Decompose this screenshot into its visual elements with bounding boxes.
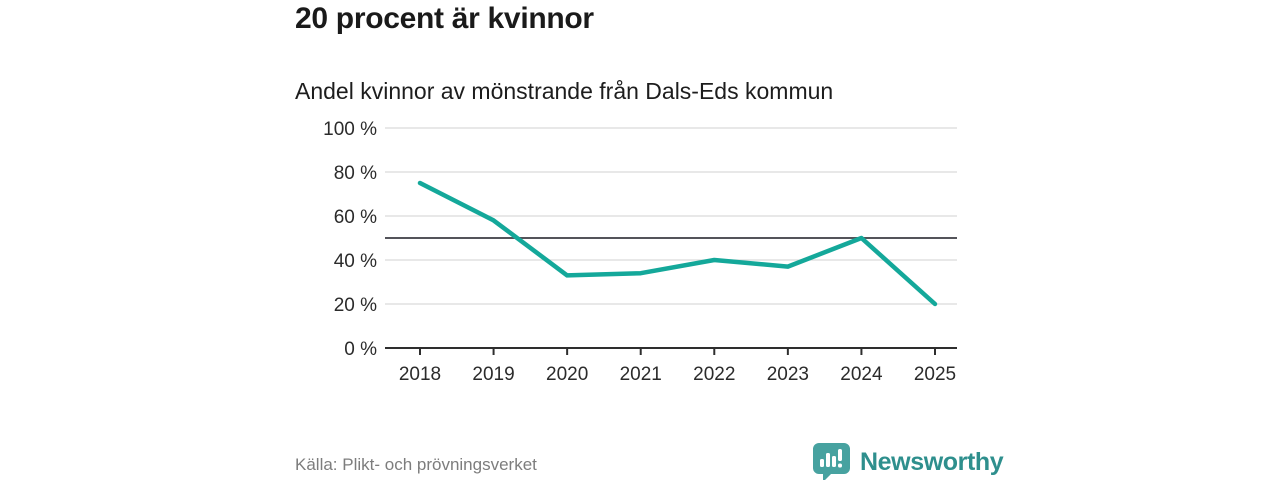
x-tick-label: 2018: [399, 364, 441, 385]
chart-headline: 20 procent är kvinnor: [295, 2, 594, 35]
x-tick-label: 2023: [767, 364, 809, 385]
x-tick-label: 2019: [472, 364, 514, 385]
newsworthy-logo-icon: [813, 443, 850, 480]
line-chart: 0 % 20 % 40 % 60 % 80 % 100 % 2018 2019 2020 2021…: [323, 119, 957, 385]
brand-logo: Newsworthy: [812, 442, 1004, 480]
chart-subtitle: Andel kvinnor av mönstrande från Dals-Ed…: [295, 78, 834, 104]
logo-bar-tall: [826, 453, 830, 467]
x-tick-label: 2025: [914, 364, 956, 385]
x-tick-label: 2024: [840, 364, 883, 385]
y-tick-label: 40 %: [334, 251, 377, 272]
y-tick-label: 20 %: [334, 295, 377, 316]
logo-bar-short: [820, 459, 824, 467]
x-tick-label: 2021: [620, 364, 662, 385]
y-tick-label: 0 %: [344, 339, 377, 360]
x-tick-label: 2022: [693, 364, 735, 385]
y-tick-label: 80 %: [334, 163, 377, 184]
logo-bar-medium: [832, 456, 836, 467]
y-tick-label: 100 %: [323, 119, 377, 140]
logo-bubble-shape: [813, 443, 850, 480]
data-line-andel-kvinnor: [417, 180, 938, 307]
x-tick-label: 2020: [546, 364, 588, 385]
logo-exclamation-dot: [838, 463, 842, 468]
logo-exclamation-stem: [838, 449, 842, 461]
source-note: Källa: Plikt- och prövningsverket: [295, 455, 537, 474]
brand-wordmark: Newsworthy: [860, 447, 1004, 476]
y-tick-label: 60 %: [334, 207, 377, 228]
